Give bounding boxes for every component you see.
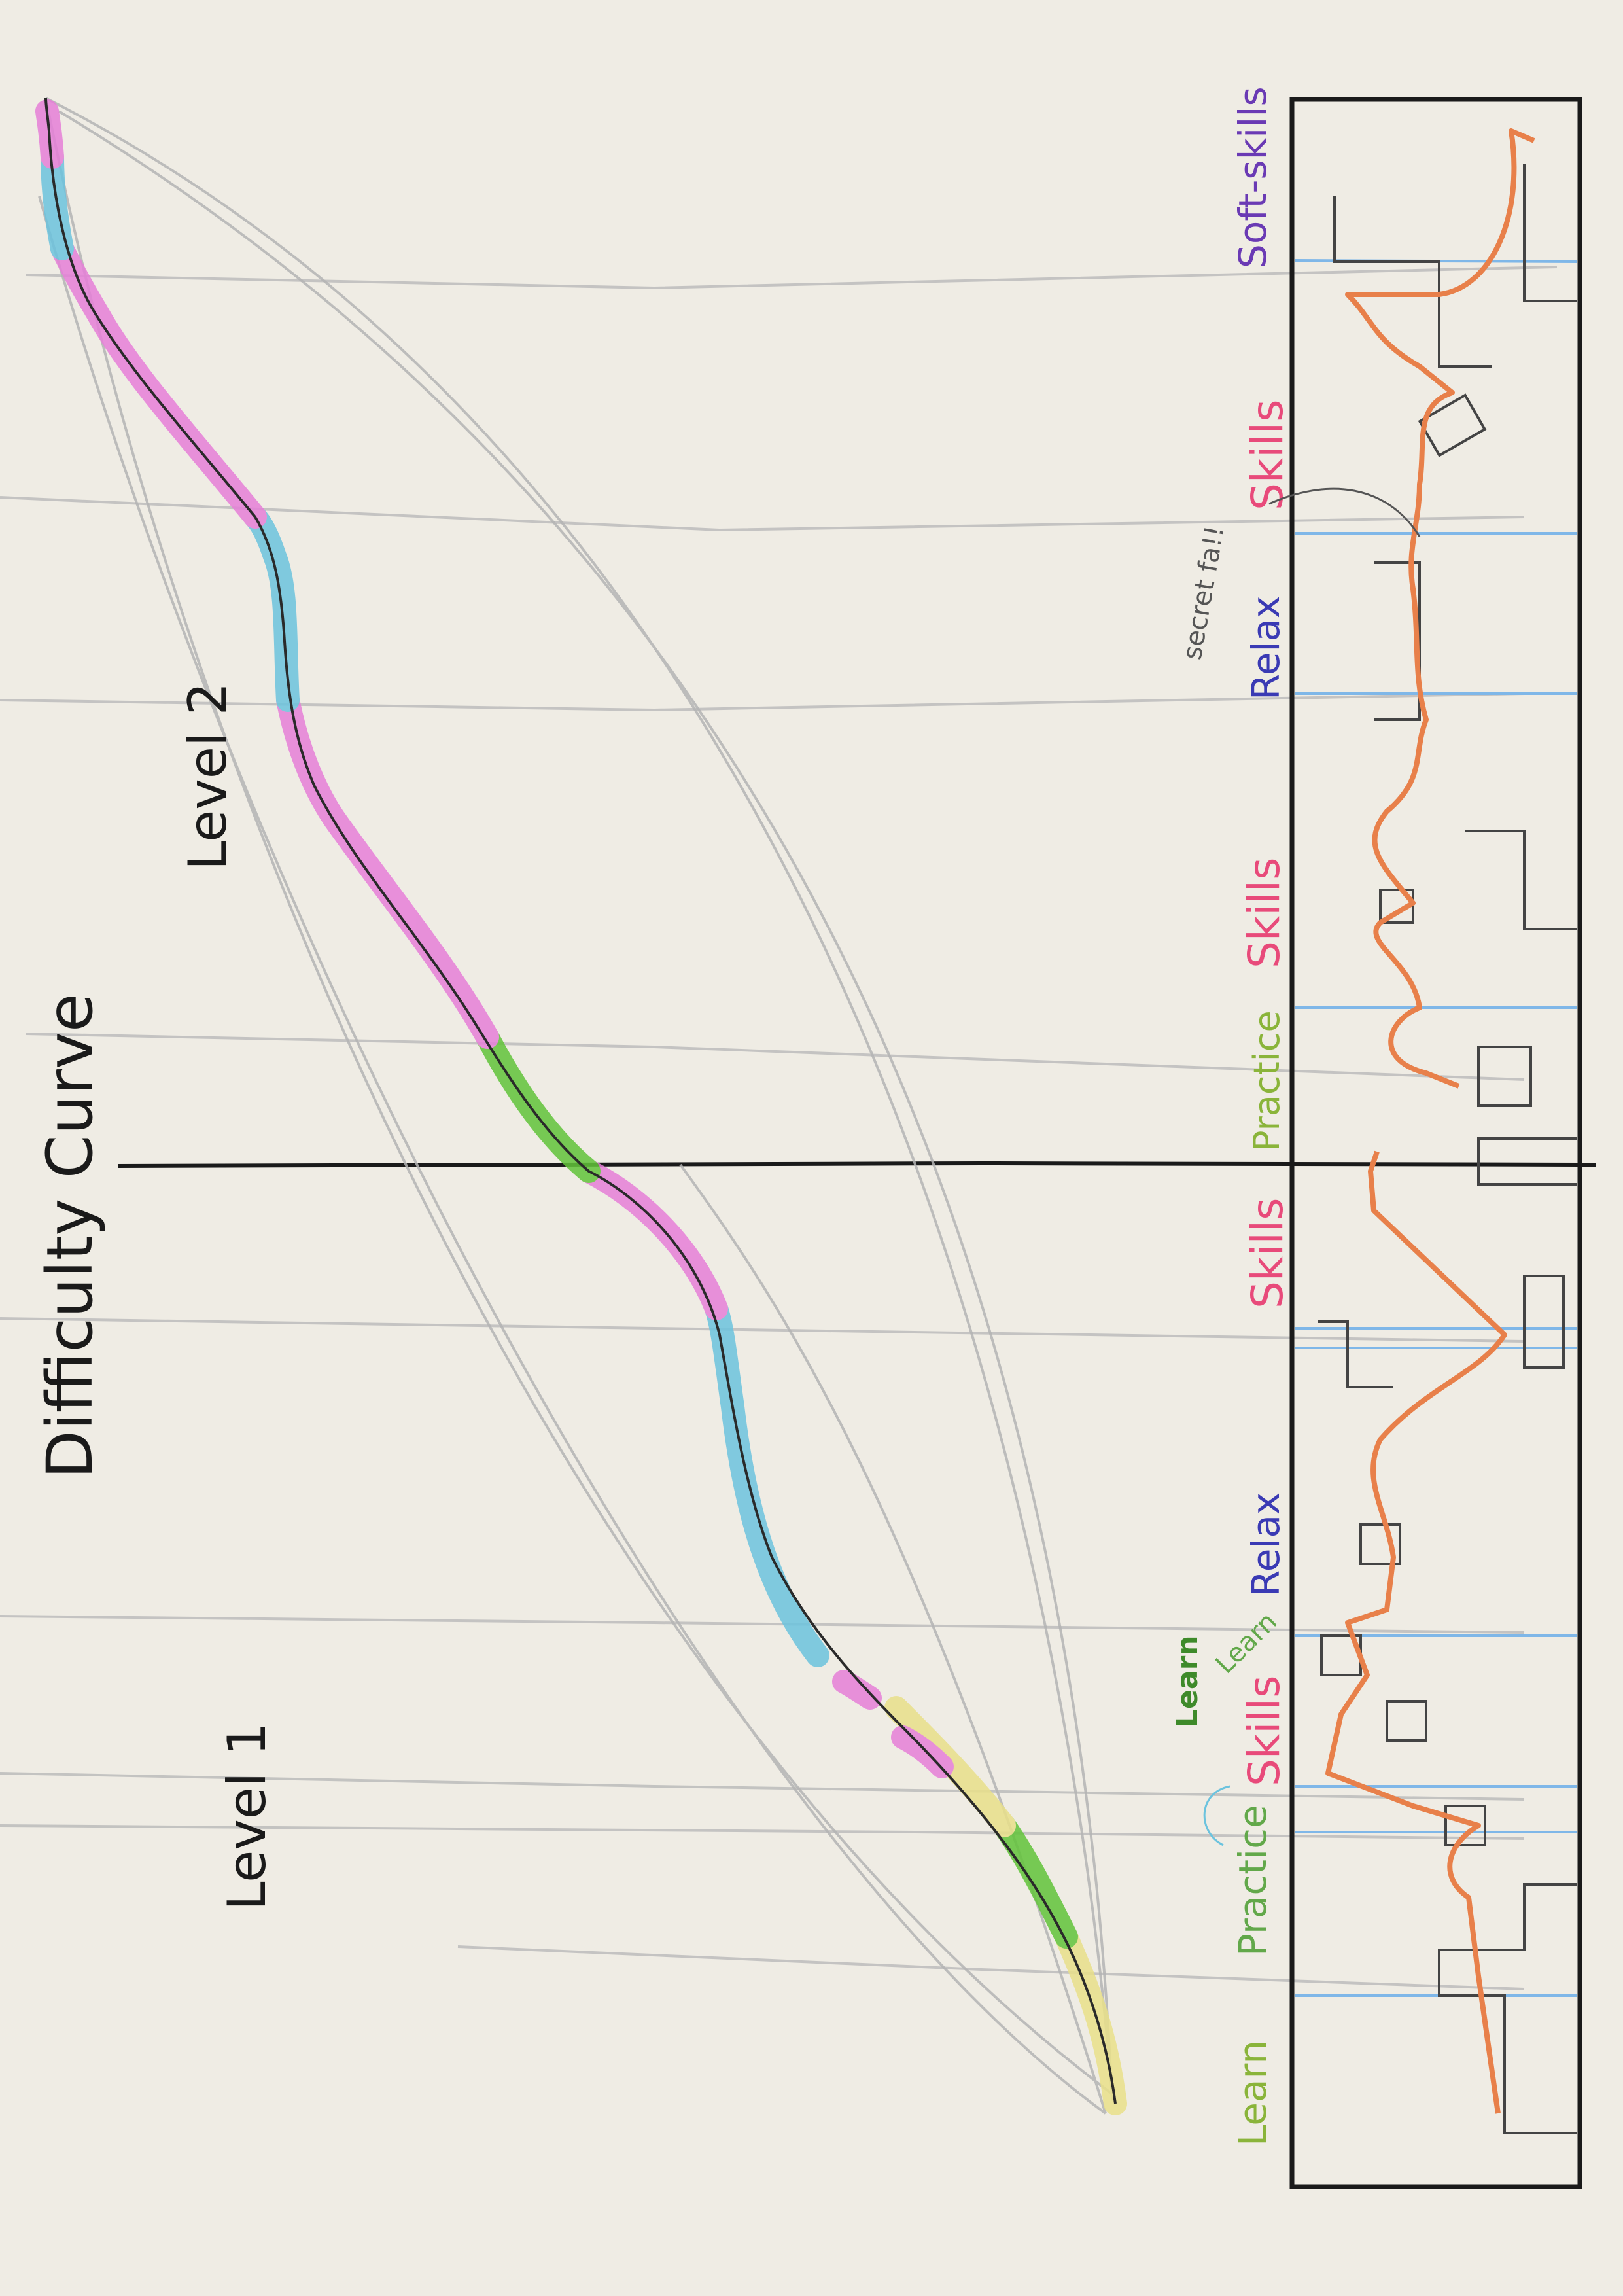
platform-outline — [1477, 1137, 1577, 1186]
level-platforms — [1318, 164, 1577, 2134]
phase-label-skills: Skills — [1242, 1197, 1293, 1309]
platform-block — [1477, 1046, 1532, 1107]
phase-label-practice: Practice — [1246, 1010, 1287, 1152]
phase-label-relax: Relax — [1244, 596, 1288, 700]
envelope-curve — [45, 97, 1113, 2094]
phase-label-relax: Relax — [1244, 1492, 1288, 1597]
note-secret-arrow — [1268, 487, 1421, 537]
note-learn-a: Learn — [1171, 1635, 1204, 1727]
phase-label-skills: Skills — [1239, 1675, 1289, 1786]
guide-line — [0, 692, 1525, 712]
page-title: Difficulty Curve — [33, 993, 107, 1479]
level-layout-frame — [1289, 97, 1582, 2189]
platform-block — [1359, 1523, 1401, 1565]
envelope-curve — [38, 196, 1107, 2115]
guide-line — [0, 1615, 1525, 1634]
platform-outline — [1374, 561, 1421, 721]
phase-label-soft-skills: Soft-skills — [1230, 86, 1275, 268]
phase-label-skills: Skills — [1239, 857, 1289, 968]
phase-label-skills: Skills — [1242, 399, 1293, 510]
curve-segment-relax — [705, 1297, 829, 1667]
platform-outline — [1523, 164, 1577, 302]
guide-line — [0, 1317, 1525, 1343]
envelope-curve — [44, 97, 1113, 2095]
platform-block — [1386, 1700, 1427, 1742]
envelope-curve — [58, 110, 1113, 2101]
platform-outline — [1318, 1320, 1393, 1388]
platform-block — [1523, 1275, 1565, 1369]
guide-line — [26, 266, 1558, 290]
level-1-label: Level 1 — [217, 1723, 277, 1911]
platform-block — [1379, 889, 1414, 924]
guide-line — [26, 1033, 1525, 1081]
guide-line — [457, 1945, 1525, 1990]
note-learn-bracket — [1203, 1785, 1230, 1846]
level-layout-sketch — [1289, 97, 1582, 2189]
platform-block — [1444, 1805, 1486, 1846]
pencil-envelope-curves — [38, 97, 1113, 2115]
guide-line — [0, 1772, 1525, 1801]
phase-labels: Learn Practice Skills Relax Skills Pract… — [1230, 86, 1293, 2146]
platform-outline — [1465, 830, 1577, 930]
player-path — [1325, 128, 1535, 2114]
level-2-label: Level 2 — [177, 682, 238, 871]
guide-line — [0, 1824, 1525, 1840]
platform-outline — [1333, 196, 1492, 368]
phase-label-learn: Learn — [1230, 2040, 1275, 2146]
platform-outline — [1438, 1883, 1577, 2134]
phase-label-practice: Practice — [1230, 1805, 1275, 1956]
curve-segment-skills — [832, 1670, 882, 1710]
platform-block — [1418, 393, 1487, 457]
difficulty-curve-ink — [44, 97, 1117, 2104]
curve-segment-practice — [992, 1814, 1078, 1949]
